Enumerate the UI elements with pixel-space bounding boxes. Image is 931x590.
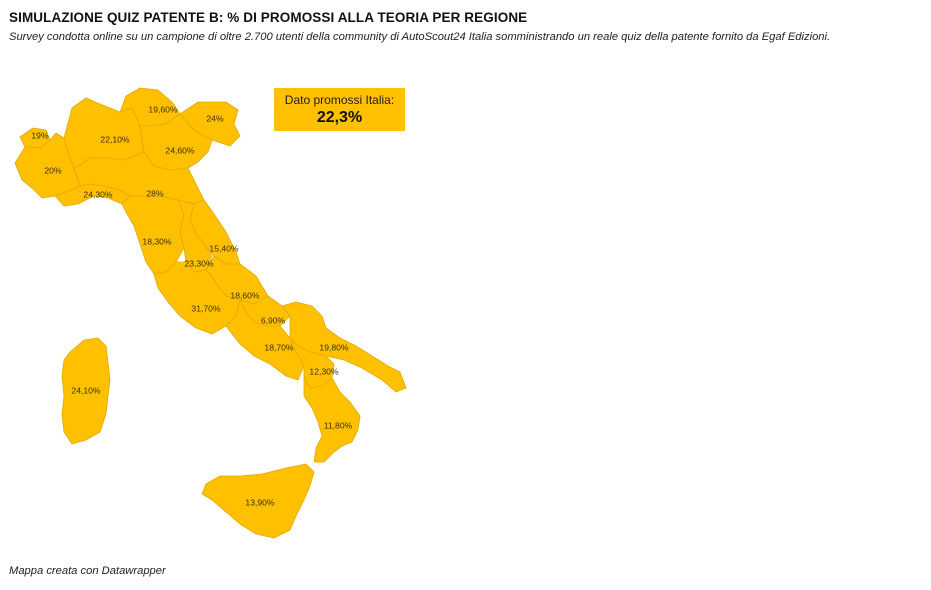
region-labels-layer: 19% 20% 22,10% 19,60% 24% 24,60% 24,30% 28% 18,3… — [31, 104, 352, 507]
region-sicilia[interactable] — [201, 463, 315, 539]
region-label-friuli-venezia-giulia: 24% — [206, 113, 224, 123]
region-label-molise: 6,90% — [261, 315, 286, 325]
region-label-umbria: 23,30% — [184, 258, 214, 268]
region-label-campania: 18,70% — [264, 342, 294, 352]
region-toscana[interactable] — [121, 195, 185, 275]
region-label-lombardia: 22,10% — [100, 134, 130, 144]
chart-title: SIMULAZIONE QUIZ PATENTE B: % DI PROMOSS… — [9, 10, 528, 25]
region-label-basilicata: 12,30% — [309, 366, 339, 376]
region-label-sicilia: 13,90% — [245, 497, 275, 507]
region-label-veneto: 24,60% — [165, 145, 195, 155]
region-label-piemonte: 20% — [44, 165, 62, 175]
credit-footer: Mappa creata con Datawrapper — [9, 565, 166, 577]
chart-subtitle: Survey condotta online su un campione di… — [9, 31, 831, 43]
region-label-emilia-romagna: 28% — [146, 188, 164, 198]
region-label-abruzzo: 18,60% — [230, 290, 260, 300]
region-lazio[interactable] — [153, 261, 241, 335]
region-calabria[interactable] — [303, 375, 361, 463]
region-label-toscana: 18,30% — [142, 236, 172, 246]
regions-layer — [14, 87, 407, 539]
region-sardegna[interactable] — [61, 337, 111, 445]
region-label-liguria: 24,30% — [83, 189, 113, 199]
callout-label: Dato promossi Italia: — [284, 93, 395, 107]
national-average-callout: Dato promossi Italia: 22,3% — [274, 88, 405, 131]
region-label-lazio: 31,70% — [191, 303, 221, 313]
region-label-valle-d-aosta: 19% — [31, 130, 49, 140]
callout-value: 22,3% — [316, 109, 363, 126]
region-label-puglia: 19,80% — [319, 342, 349, 352]
region-label-calabria: 11,80% — [324, 420, 353, 430]
region-label-marche: 15,40% — [209, 243, 239, 253]
region-label-trentino-alto-adige: 19,60% — [148, 104, 178, 114]
region-label-sardegna: 24,10% — [71, 385, 101, 395]
